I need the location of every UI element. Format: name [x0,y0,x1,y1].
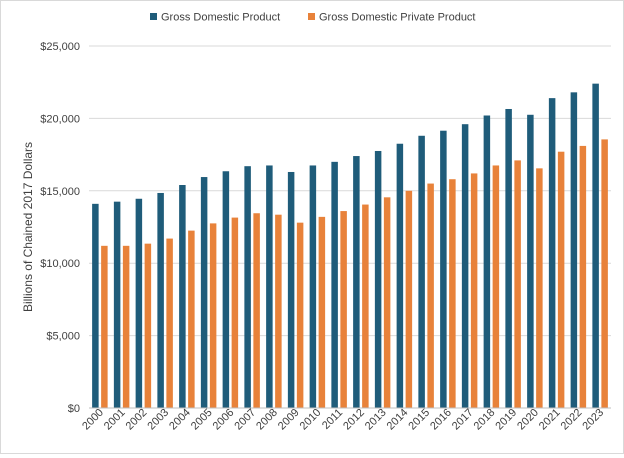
bar-gdpp [188,230,195,408]
x-tick-label: 2012 [341,407,367,433]
bar-gdpp [209,223,217,408]
bar-gdp [179,185,186,408]
bar-gdp [222,171,230,408]
bar-gdpp [101,245,108,408]
bar-gdp [396,143,404,409]
x-tick-label: 2016 [428,407,454,433]
bar-gdp [505,108,512,408]
bar-gdp [527,114,534,408]
y-tick-label: $15,000 [40,186,80,198]
x-tick-label: 2023 [580,407,606,433]
bar-gdpp [318,216,326,408]
legend: Gross Domestic Product Gross Domestic Pri… [150,12,476,24]
bar-gdp [374,150,382,409]
x-tick-label: 2018 [472,407,498,433]
bar-gdpp [383,197,391,408]
bar-gdp [440,130,447,408]
bar-gdp [461,124,469,408]
x-tick-label: 2013 [363,407,389,433]
bar-gdpp [405,190,413,408]
legend-label-gdpp: Gross Domestic Private Product [319,12,476,24]
x-tick-label: 2011 [320,407,345,432]
bar-gdp [592,83,599,408]
bar-gdp [266,165,273,408]
bar-gdpp [536,168,543,408]
bar-gdp [92,203,99,408]
bar-gdp [418,135,425,408]
x-tick-label: 2006 [211,407,237,433]
x-tick-label: 2010 [298,407,324,433]
x-tick-label: 2004 [167,407,193,433]
y-tick-label: $25,000 [40,41,80,53]
bar-gdpp [166,238,173,408]
bar-gdp [548,98,556,409]
x-tick-label: 2020 [515,407,541,433]
bar-gdpp [144,243,152,408]
y-tick-label: $20,000 [40,113,80,125]
y-tick-label: $10,000 [40,258,80,270]
x-tick-label: 2000 [80,407,106,433]
legend-swatch-gdp [150,13,157,20]
x-tick-label: 2007 [232,407,258,433]
gridlines [89,45,611,337]
bar-gdpp [122,245,130,408]
bar-gdp [287,171,295,408]
x-tick-label: 2019 [493,407,519,433]
x-tick-label: 2003 [145,407,171,433]
x-tick-label: 2015 [406,407,432,433]
bar-gdpp [296,222,304,408]
bar-gdpp [579,145,587,409]
bars [92,83,608,409]
x-tick-label: 2005 [189,407,215,433]
bar-gdpp [514,160,521,408]
x-tick-label: 2001 [102,407,128,433]
bar-gdp [353,156,360,408]
bar-gdpp [253,213,260,408]
y-tick-label: $5,000 [46,331,80,343]
x-tick-label: 2021 [537,407,563,433]
bar-gdp [244,166,251,408]
bar-gdp [113,201,121,408]
bar-gdpp [492,165,500,408]
bar-gdpp [362,204,369,408]
bar-gdp [570,92,578,408]
bar-gdp [309,165,317,408]
x-tick-label: 2014 [385,407,411,433]
bar-gdpp [601,139,608,408]
bar-gdpp [231,217,239,408]
bar-gdpp [470,173,478,408]
bar-gdpp [449,179,456,408]
x-tick-label: 2008 [254,407,280,433]
bar-gdp [157,192,164,408]
bar-gdp [200,177,208,408]
bar-gdpp [427,183,434,408]
legend-swatch-gdpp [308,13,315,20]
x-tick-label: 2009 [276,407,302,433]
x-tick-label: 2002 [124,407,150,433]
y-axis-ticks: $0 $5,000 $10,000 $15,000 $20,000 $25,000 [40,41,80,415]
bar-gdp [135,198,143,408]
x-tick-label: 2017 [450,407,476,433]
x-tick-label: 2022 [559,407,585,433]
bar-gdp [331,161,338,408]
bar-gdp [483,115,491,408]
bar-gdpp [557,151,565,409]
legend-label-gdp: Gross Domestic Product [161,12,280,24]
y-tick-label: $0 [68,403,80,415]
x-axis-ticks: 2000200120022003200420052006200720082009… [80,407,606,433]
bar-gdpp [340,211,347,408]
bar-gdpp [275,214,282,408]
y-axis-label: Billions of Chained 2017 Dollars [21,142,35,312]
